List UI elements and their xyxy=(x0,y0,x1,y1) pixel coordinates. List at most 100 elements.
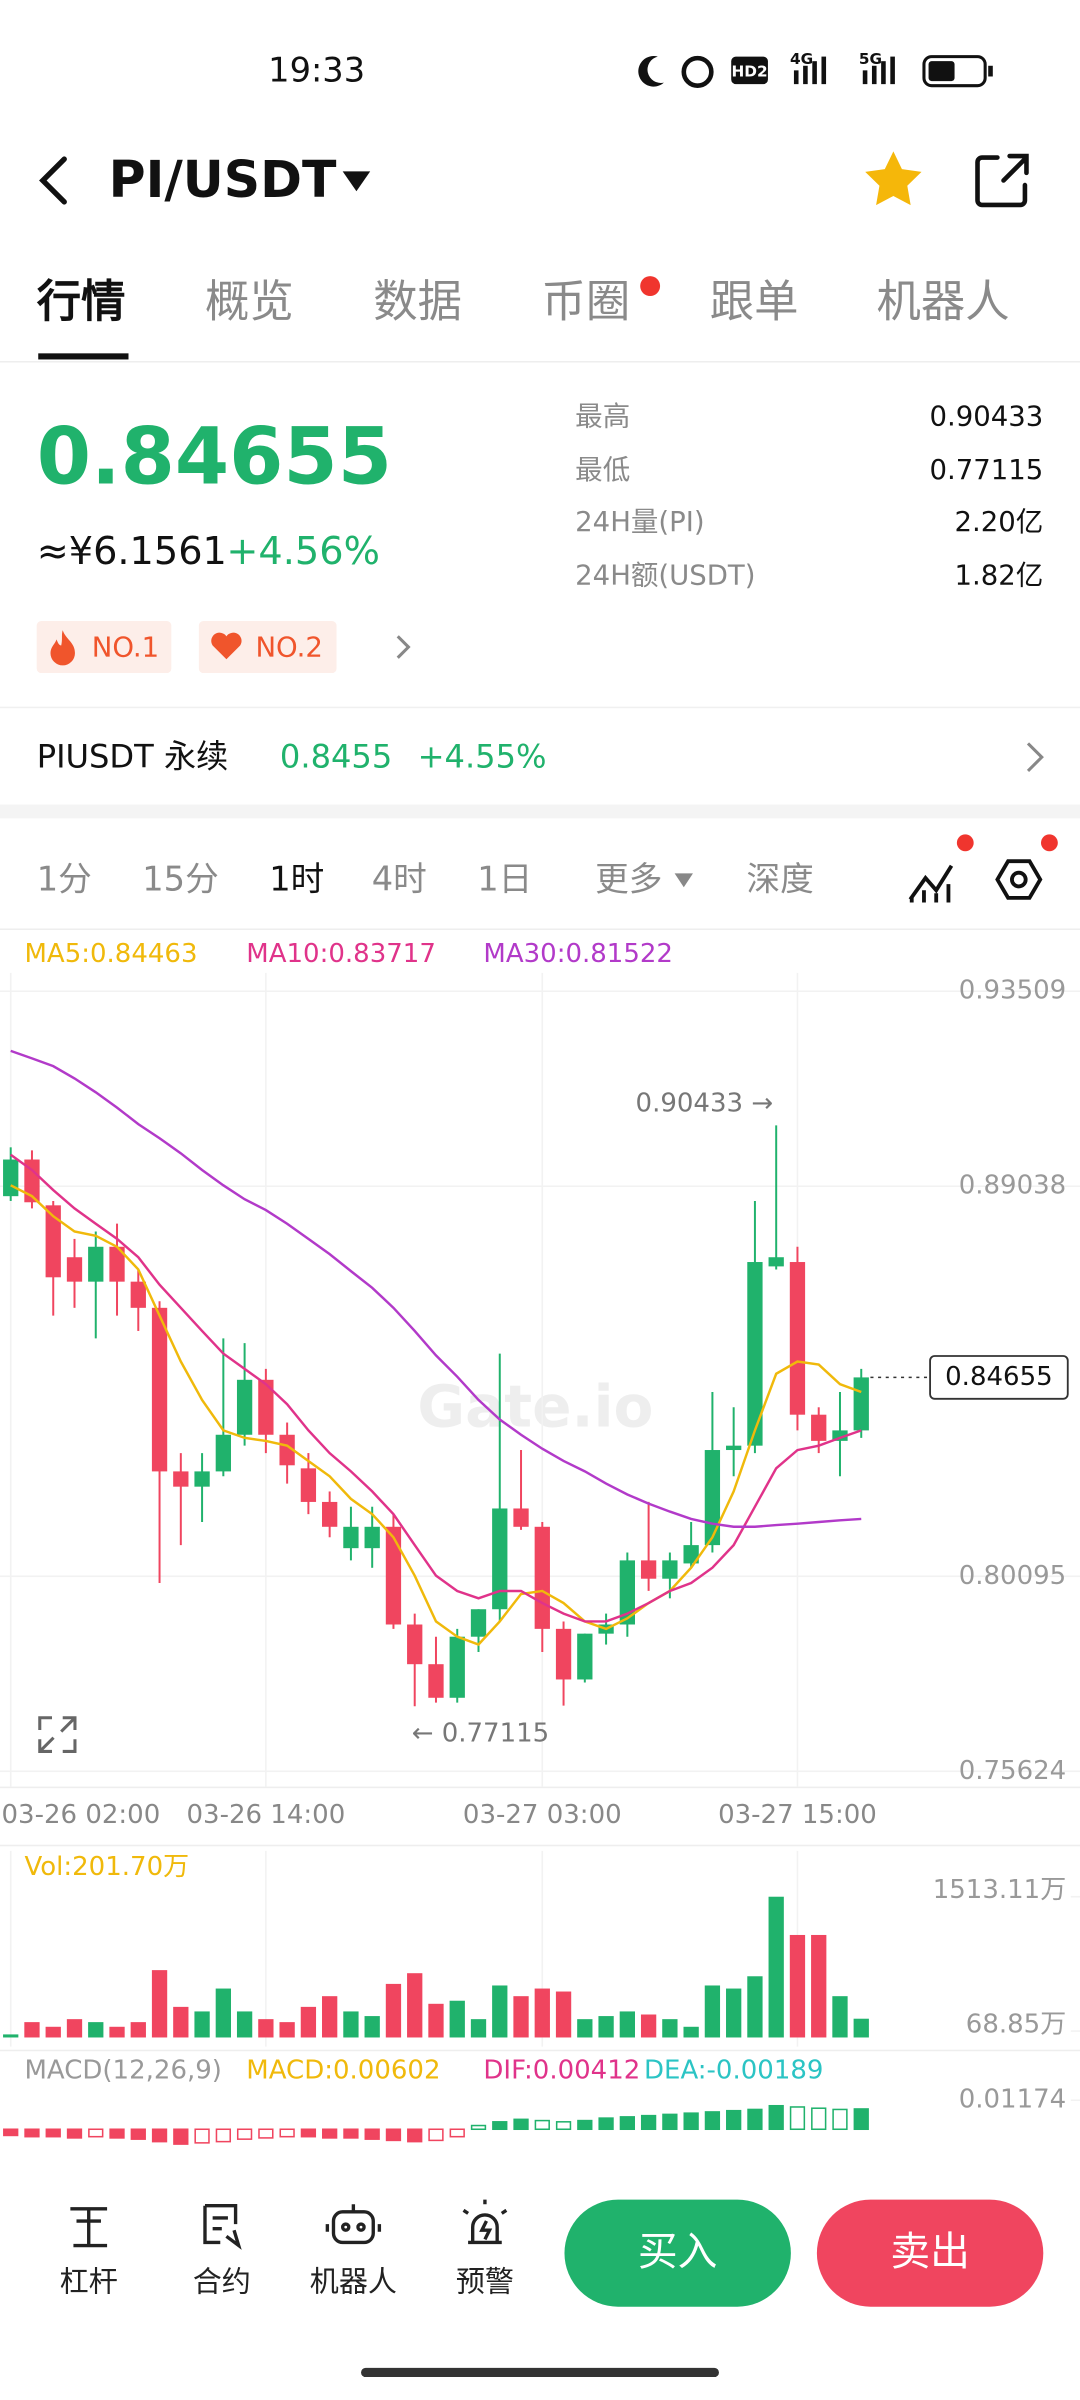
volume-bar xyxy=(300,2006,317,2038)
macd-bar xyxy=(747,2108,763,2131)
macd-bar xyxy=(470,2124,487,2131)
interval[interactable]: 1日 xyxy=(477,860,532,899)
macd-bar xyxy=(66,2128,83,2139)
volume-bar xyxy=(832,1996,848,2038)
tab[interactable]: 行情 xyxy=(37,276,126,327)
price-change: +4.56% xyxy=(226,530,380,574)
volume-bar xyxy=(704,1985,721,2038)
volume-bar xyxy=(173,2006,189,2038)
interval[interactable]: 1时 xyxy=(269,860,324,899)
macd-bar xyxy=(215,2128,231,2143)
buy-button[interactable] xyxy=(564,2199,791,2307)
tab[interactable]: 数据 xyxy=(373,276,462,327)
dropdown xyxy=(674,873,693,888)
x-tick-label: 03-26 02:00 xyxy=(2,1800,161,1830)
stat-value: 0.90433 xyxy=(929,401,1043,433)
volume-bar xyxy=(726,1988,742,2038)
ma-legend: MA30:0.81522 xyxy=(483,939,673,969)
macd-bar xyxy=(88,2128,104,2138)
divider xyxy=(0,1786,1080,1789)
tab[interactable]: 机器人 xyxy=(877,276,1010,327)
high-annotation: 0.90433 → xyxy=(636,1088,774,1118)
volume-bar xyxy=(449,2000,465,2038)
nav-label[interactable]: 合约 xyxy=(193,2265,251,2299)
share-button[interactable] xyxy=(975,153,1029,208)
heart-icon xyxy=(211,632,242,660)
candle-body xyxy=(88,1246,104,1282)
candle-body xyxy=(768,1257,784,1267)
volume-bar xyxy=(555,1991,572,2038)
macd-bar xyxy=(45,2128,61,2138)
volume-bar xyxy=(747,1976,763,2038)
candle-body xyxy=(364,1526,380,1549)
macd-legend: DEA:-0.00189 xyxy=(644,2056,823,2086)
interval[interactable]: 15分 xyxy=(142,860,218,899)
chevron[interactable] xyxy=(1026,742,1044,773)
candle-body xyxy=(726,1445,742,1451)
macd-bar xyxy=(109,2128,125,2139)
macd-bar xyxy=(3,2128,19,2137)
macd-bar xyxy=(258,2128,274,2139)
macd-bar xyxy=(492,2121,508,2131)
home-indicator xyxy=(361,2367,719,2378)
volume-bar xyxy=(492,1985,508,2038)
sell-button[interactable] xyxy=(816,2199,1044,2307)
candle-body xyxy=(151,1307,168,1472)
nav-label[interactable]: 预警 xyxy=(456,2265,514,2299)
interval[interactable]: 4时 xyxy=(372,860,427,899)
candle-body xyxy=(343,1526,359,1549)
buy-label: 买入 xyxy=(638,2229,718,2275)
macd-bar xyxy=(385,2128,402,2142)
divider xyxy=(0,360,1080,363)
pair-dropdown[interactable] xyxy=(342,171,371,192)
nav-label[interactable]: 杠杆 xyxy=(60,2265,118,2299)
macd-bar xyxy=(555,2121,572,2131)
chevron[interactable] xyxy=(396,635,411,659)
divider xyxy=(0,928,1080,931)
interval[interactable]: 更多 xyxy=(595,860,662,899)
last-price-label: 0.84655 xyxy=(945,1362,1053,1392)
volume-legend: Vol:201.70万 xyxy=(24,1852,189,1882)
macd-bar xyxy=(364,2128,380,2140)
candle-body xyxy=(3,1159,19,1197)
nav-label[interactable]: 机器人 xyxy=(310,2265,397,2299)
interval[interactable]: 深度 xyxy=(747,860,814,899)
volume-bar xyxy=(640,2014,657,2038)
candle-body xyxy=(279,1434,295,1466)
stat-label: 最低 xyxy=(575,454,630,486)
expand-button[interactable] xyxy=(38,1716,77,1753)
favorite-star[interactable] xyxy=(865,151,922,206)
net-label: 4G xyxy=(790,50,813,68)
macd-bar xyxy=(151,2128,168,2143)
hd-label: HD2 xyxy=(732,62,768,80)
y-tick-label: 0.80095 xyxy=(959,1561,1067,1591)
perpetual-name[interactable]: PIUSDT 永续 xyxy=(37,738,228,776)
indicator-button[interactable] xyxy=(908,864,954,903)
pair-title[interactable]: PI/USDT xyxy=(109,150,337,209)
interval[interactable]: 1分 xyxy=(37,860,92,899)
candle-body xyxy=(577,1633,593,1680)
stat-label: 最高 xyxy=(575,401,630,433)
ma-line xyxy=(9,1153,862,1623)
volume-bar xyxy=(364,2016,380,2038)
candle-body xyxy=(24,1159,40,1203)
tab[interactable]: 概览 xyxy=(205,276,294,327)
macd-bar xyxy=(173,2128,189,2145)
battery-icon xyxy=(922,55,987,88)
candle-body xyxy=(130,1281,146,1308)
macd-bar xyxy=(194,2128,210,2144)
x-tick-label: 03-27 03:00 xyxy=(463,1800,622,1830)
nav-icons xyxy=(70,2199,508,2250)
tab[interactable]: 币圈 xyxy=(542,276,631,327)
volume-bar xyxy=(768,1896,784,2038)
macd-bar xyxy=(768,2104,784,2131)
macd-bar xyxy=(24,2128,40,2138)
macd-bar xyxy=(640,2114,657,2131)
back-button[interactable] xyxy=(39,156,67,205)
alarm-icon xyxy=(681,55,714,88)
settings-button[interactable] xyxy=(995,859,1043,900)
macd-bar xyxy=(619,2116,635,2131)
tab[interactable]: 跟单 xyxy=(710,276,799,327)
volume-bar xyxy=(236,2011,253,2038)
